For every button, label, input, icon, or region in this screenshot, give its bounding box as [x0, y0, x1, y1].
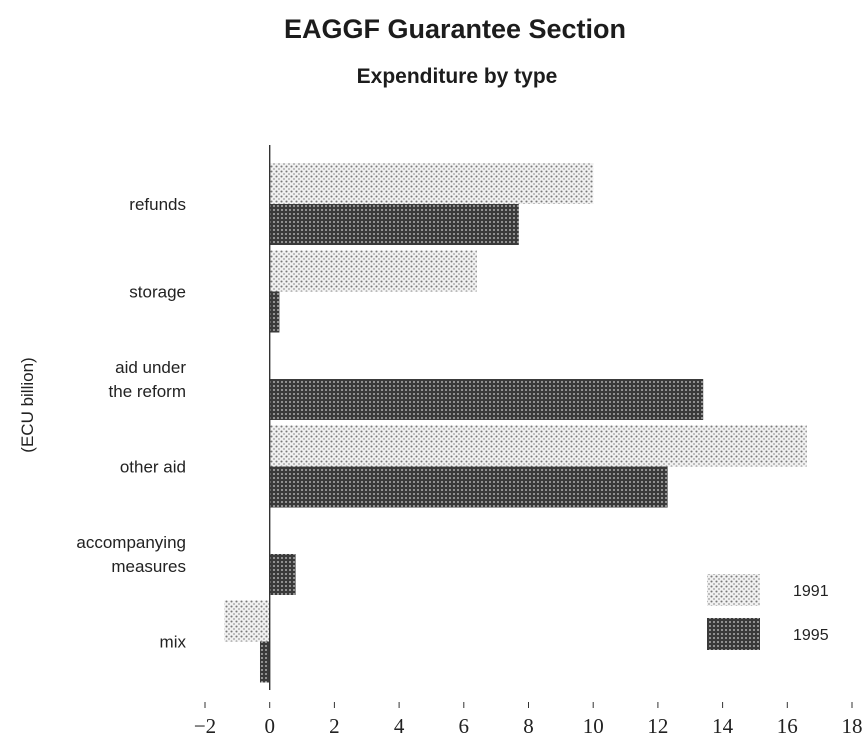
x-tick-label: 4	[394, 714, 405, 738]
bar-1995-1	[269, 291, 280, 333]
x-tick-label: 12	[647, 714, 668, 738]
category-label: mix	[160, 633, 187, 652]
category-label: refunds	[129, 195, 186, 214]
legend-label-1991: 1991	[793, 583, 829, 600]
category-label-line: the reform	[109, 382, 186, 401]
category-label: storage	[129, 283, 186, 302]
legend-swatch-1991	[707, 574, 760, 606]
bar-1991-0	[269, 163, 594, 204]
category-label: other aid	[120, 458, 186, 477]
x-tick-label: 6	[459, 714, 470, 738]
x-tick-label: 10	[583, 714, 604, 738]
x-tick-label: 8	[523, 714, 534, 738]
x-tick-label: 14	[712, 714, 734, 738]
category-label-line: refunds	[129, 195, 186, 214]
bar-1995-2	[269, 379, 704, 420]
category-label-line: storage	[129, 283, 186, 302]
chart-subtitle: Expenditure by type	[357, 65, 558, 88]
x-tick-label: 16	[777, 714, 798, 738]
x-tick-label: 0	[264, 714, 275, 738]
category-label: accompanying measures	[76, 533, 186, 576]
x-tick-label: −2	[194, 714, 216, 738]
category-label-line: mix	[160, 633, 187, 652]
x-tick-label: 2	[329, 714, 340, 738]
legend: 1991 1995	[707, 574, 829, 650]
legend-swatch-1995	[707, 618, 760, 650]
bars-group	[224, 163, 807, 683]
x-tick-label: 18	[842, 714, 863, 738]
bar-1995-5	[259, 641, 270, 683]
bar-1991-5	[224, 600, 270, 642]
x-axis-ticks: −2 0 2 4 6 8 10 12 14 16 18	[194, 702, 863, 738]
bar-1995-3	[269, 466, 668, 508]
chart-title: EAGGF Guarantee Section	[284, 14, 626, 44]
bar-1991-1	[269, 250, 477, 292]
category-label-line: accompanying	[76, 533, 186, 552]
bar-1991-3	[269, 425, 807, 467]
category-label-line: other aid	[120, 458, 186, 477]
legend-label-1995: 1995	[793, 627, 829, 644]
category-label-line: measures	[111, 557, 186, 576]
bar-1995-0	[269, 204, 519, 245]
bar-1995-4	[269, 554, 296, 595]
y-axis-label: (ECU billion)	[18, 357, 37, 452]
category-label: aid under the reform	[109, 358, 187, 401]
category-label-line: aid under	[115, 358, 186, 377]
category-labels: refunds storage aid under the reform other a…	[76, 195, 186, 652]
